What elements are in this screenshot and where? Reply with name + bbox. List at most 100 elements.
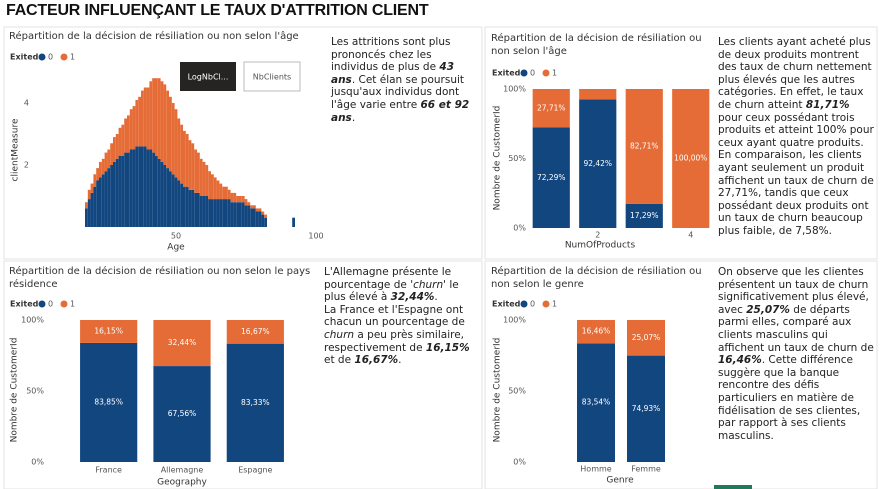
- bar-segment: [87, 199, 91, 227]
- bar-segment: [255, 211, 259, 227]
- page-title: FACTEUR INFLUENÇANT LE TAUX D'ATTRITION …: [6, 2, 429, 19]
- legend-marker: [542, 300, 550, 308]
- bar-segment: [230, 202, 234, 227]
- button-label[interactable]: NbClients: [253, 73, 291, 82]
- value-label: 17,29%: [630, 211, 659, 220]
- bar-segment: [253, 208, 256, 227]
- paragraph: Les clients ayant acheté plus de deux pr…: [718, 36, 876, 238]
- bar-segment: [153, 366, 211, 462]
- bar-segment: [230, 192, 234, 203]
- y-axis-label: Nombre de CustomerId: [493, 338, 503, 443]
- value-label: 74,93%: [632, 404, 661, 413]
- bar-segment: [183, 186, 186, 227]
- text-run: 43 ans: [331, 61, 455, 86]
- bar-segment: [226, 320, 284, 344]
- bar-segment: [205, 196, 209, 227]
- x-tick-label: France: [95, 466, 122, 475]
- bar-segment: [135, 146, 139, 227]
- text-run: a peu près similaire, respectivement de: [324, 328, 464, 354]
- bar-segment: [115, 158, 119, 227]
- bar-segment: [180, 183, 183, 227]
- value-label: 100,00%: [674, 154, 707, 163]
- bar-segment: [149, 81, 153, 150]
- bar-segment: [205, 165, 209, 196]
- legend-title: Exited: [492, 69, 521, 78]
- bar-segment: [110, 165, 113, 227]
- legend-label: 0: [530, 69, 535, 78]
- text-run: 16,15%: [425, 341, 470, 354]
- bar-segment: [129, 109, 133, 150]
- x-axis-label: NumOfProducts: [565, 241, 636, 251]
- bar-segment: [211, 199, 214, 227]
- bar-segment: [185, 186, 189, 227]
- x-axis-label: Geography: [157, 478, 207, 488]
- bar-segment: [239, 202, 242, 227]
- text-run: .: [398, 354, 402, 367]
- bar-segment: [96, 180, 99, 227]
- bar-segment: [199, 158, 203, 196]
- text-run: . Cette différence suggère que la banque…: [718, 354, 861, 442]
- bar-segment: [222, 186, 225, 200]
- bar-segment: [163, 165, 167, 227]
- bar-segment: [149, 149, 153, 227]
- text-run: pour ceux possédant trois produits et at…: [718, 111, 874, 237]
- bar-segment: [197, 152, 200, 193]
- bar-segment: [532, 127, 570, 228]
- legend-marker: [520, 300, 528, 308]
- paragraph: L'Allemagne présente le pourcentage de '…: [324, 266, 478, 304]
- bar-segment: [579, 89, 617, 100]
- text-run: 32,44%: [390, 291, 435, 304]
- bar-segment: [127, 152, 130, 227]
- bar-segment: [153, 320, 211, 367]
- legend-marker: [38, 300, 46, 308]
- text-panel: L'Allemagne présente le pourcentage de '…: [324, 266, 478, 367]
- bar-segment: [166, 90, 169, 169]
- bar-segment: [227, 189, 231, 200]
- value-label: 25,07%: [632, 333, 661, 342]
- button[interactable]: [180, 62, 236, 91]
- bar-segment: [93, 174, 97, 187]
- value-label: 27,71%: [537, 103, 566, 112]
- legend-label: 1: [70, 53, 75, 62]
- x-tick-label: Espagne: [238, 466, 272, 475]
- bar-segment: [202, 161, 206, 196]
- text-run: 25,07%: [746, 303, 790, 316]
- paragraph: On observe que les clientes présentent u…: [718, 266, 874, 442]
- panel: [484, 260, 878, 489]
- legend-label: 0: [48, 300, 53, 309]
- bar-segment: [118, 127, 122, 156]
- bar-segment: [113, 161, 116, 227]
- bar-segment: [121, 155, 125, 227]
- legend-marker: [542, 69, 550, 77]
- value-label: 16,67%: [241, 327, 270, 336]
- bar-segment: [222, 199, 225, 227]
- bar-segment: [199, 196, 203, 227]
- text-run: .: [351, 111, 356, 124]
- button-label[interactable]: LogNbCl...: [188, 73, 229, 82]
- bar-segment: [141, 146, 144, 227]
- legend-marker: [60, 300, 68, 308]
- bar-segment: [625, 89, 663, 204]
- bar-segment: [174, 177, 178, 227]
- bar-segment: [124, 152, 127, 227]
- value-label: 67,56%: [168, 409, 197, 418]
- bar-segment: [250, 205, 253, 209]
- bar-segment: [261, 214, 265, 227]
- bar-segment: [155, 78, 158, 156]
- text-run: On observe que les clientes présentent u…: [718, 266, 869, 316]
- legend-title: Exited: [10, 300, 39, 309]
- button[interactable]: [243, 61, 301, 92]
- bar-segment: [166, 168, 169, 227]
- bar-segment: [627, 355, 665, 462]
- x-tick-label: Allemagne: [161, 466, 204, 475]
- bar-segment: [250, 208, 253, 227]
- value-label: 92,42%: [583, 159, 612, 168]
- bar-segment: [253, 205, 256, 209]
- bar-segment: [146, 87, 150, 150]
- bar-segment: [113, 137, 116, 162]
- bar-segment: [219, 199, 223, 227]
- bar-segment: [143, 146, 147, 227]
- legend-title: Exited: [10, 53, 39, 62]
- text-run: 66 et 92 ans: [331, 98, 470, 124]
- bar-segment: [247, 205, 251, 227]
